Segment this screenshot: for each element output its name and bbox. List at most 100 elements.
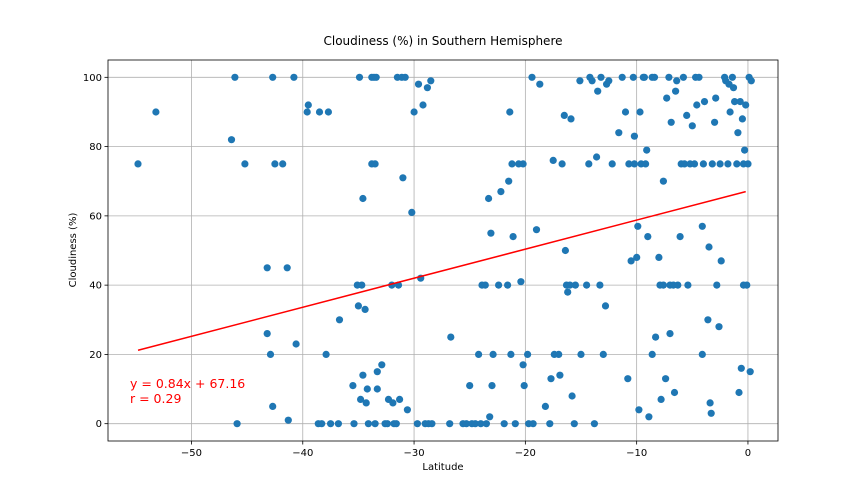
data-point xyxy=(629,73,637,81)
data-point xyxy=(335,316,344,324)
data-point xyxy=(634,222,642,230)
data-point xyxy=(737,364,745,372)
data-point xyxy=(683,111,691,119)
data-point xyxy=(357,395,365,403)
data-point xyxy=(659,177,668,185)
data-point xyxy=(371,420,379,428)
data-point xyxy=(599,350,607,358)
data-point xyxy=(680,160,689,168)
data-point xyxy=(717,257,725,265)
data-point xyxy=(570,420,578,428)
data-point xyxy=(652,333,660,341)
data-point xyxy=(520,382,528,390)
data-point xyxy=(577,350,585,358)
data-point xyxy=(729,84,738,92)
data-point xyxy=(389,399,397,407)
data-point xyxy=(715,323,723,331)
data-point xyxy=(413,420,421,428)
data-point xyxy=(284,416,292,424)
data-point xyxy=(355,73,364,81)
data-point xyxy=(734,129,742,137)
data-point xyxy=(636,108,644,116)
data-point xyxy=(746,368,754,376)
data-point xyxy=(713,281,721,289)
data-point xyxy=(505,177,513,185)
data-point xyxy=(396,395,404,403)
data-point xyxy=(528,73,536,81)
data-point xyxy=(693,101,701,109)
data-point xyxy=(349,382,357,390)
data-point xyxy=(529,420,537,428)
data-point xyxy=(583,281,591,289)
data-point xyxy=(597,73,605,81)
y-tick-label: 40 xyxy=(89,281,102,292)
data-point xyxy=(517,278,525,286)
data-point xyxy=(742,101,750,109)
data-point xyxy=(327,420,335,428)
data-point xyxy=(695,73,703,81)
data-points xyxy=(134,73,755,428)
data-point xyxy=(627,257,635,265)
regression-line-segment xyxy=(137,190,746,351)
data-point xyxy=(231,73,239,81)
x-axis-label: Latitude xyxy=(422,462,463,473)
data-point xyxy=(700,98,709,106)
data-point xyxy=(571,281,580,289)
data-point xyxy=(546,420,554,428)
x-tick-label: −50 xyxy=(181,448,202,459)
data-point xyxy=(588,77,596,85)
data-point xyxy=(733,160,741,168)
data-point xyxy=(134,160,142,168)
data-point xyxy=(644,233,652,241)
data-point xyxy=(152,108,160,116)
data-point xyxy=(364,420,372,428)
data-point xyxy=(744,160,752,168)
y-tick-label: 80 xyxy=(89,142,102,153)
data-point xyxy=(558,160,566,168)
x-tick-label: −20 xyxy=(515,448,536,459)
chart-title: Cloudiness (%) in Southern Hemisphere xyxy=(324,34,563,48)
data-point xyxy=(676,233,684,241)
data-point xyxy=(657,395,665,403)
data-point xyxy=(378,361,386,369)
data-point xyxy=(519,160,527,168)
data-point xyxy=(648,350,656,358)
data-point xyxy=(462,420,470,428)
data-point xyxy=(568,392,576,400)
data-point xyxy=(662,375,670,383)
x-tick-label: −10 xyxy=(626,448,647,459)
data-point xyxy=(532,226,541,234)
data-point xyxy=(605,77,613,85)
data-point xyxy=(728,73,737,81)
data-point xyxy=(403,406,411,414)
data-point xyxy=(414,80,423,88)
data-point xyxy=(635,406,643,414)
data-point xyxy=(706,399,714,407)
data-point xyxy=(304,101,312,109)
plot-frame xyxy=(107,59,779,442)
data-point xyxy=(373,368,381,376)
y-tick-label: 60 xyxy=(89,211,102,222)
data-point xyxy=(633,253,641,261)
data-point xyxy=(497,188,505,196)
data-point xyxy=(489,350,497,358)
data-point xyxy=(630,132,639,140)
data-point xyxy=(358,281,366,289)
data-point xyxy=(690,160,699,168)
data-point xyxy=(699,160,708,168)
data-point xyxy=(507,350,515,358)
data-point xyxy=(446,420,454,428)
data-point xyxy=(673,77,681,85)
data-point xyxy=(524,350,532,358)
x-tick-label: −30 xyxy=(404,448,425,459)
data-point xyxy=(303,108,311,116)
data-point xyxy=(624,375,632,383)
data-point xyxy=(399,174,407,182)
data-point xyxy=(670,388,679,397)
data-point xyxy=(519,361,527,369)
data-point xyxy=(318,420,326,428)
data-point xyxy=(315,108,324,116)
data-point xyxy=(423,84,431,92)
data-point xyxy=(419,101,427,109)
data-point xyxy=(666,330,674,338)
